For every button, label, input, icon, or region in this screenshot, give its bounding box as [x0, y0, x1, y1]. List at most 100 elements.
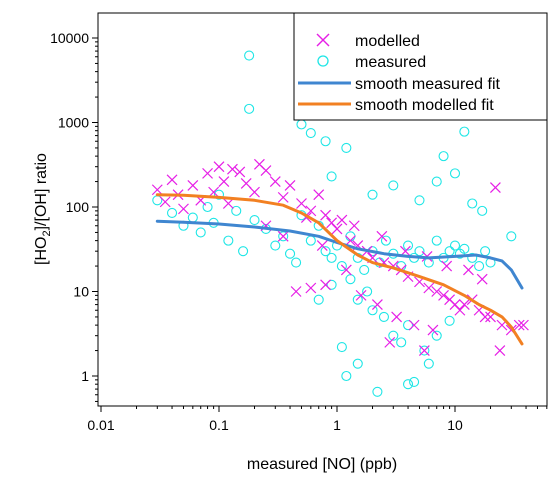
modelled-point — [269, 176, 281, 187]
modelled-point — [240, 178, 252, 189]
measured-point — [506, 231, 517, 242]
measured-point — [284, 248, 296, 259]
legend-marker-measured — [317, 55, 329, 67]
legend-label-modelled-fit: smooth modelled fit — [355, 97, 494, 114]
legend-label-measured-fit: smooth measured fit — [355, 76, 501, 93]
measured-point — [195, 227, 206, 238]
measured-point — [249, 215, 260, 226]
modelled-point — [494, 345, 506, 356]
modelled-point — [408, 319, 420, 331]
measured-point — [378, 311, 390, 322]
measured-point — [326, 279, 337, 290]
y-axis-title-prefix: [HO — [33, 237, 50, 265]
measured-point — [419, 345, 430, 356]
measured-point — [345, 231, 356, 242]
measured-point — [474, 261, 485, 272]
measured-point — [414, 246, 425, 257]
measured-point — [166, 207, 178, 219]
measured-point — [352, 358, 363, 369]
modelled-point — [277, 191, 289, 203]
measured-point — [326, 252, 337, 263]
modelled-point — [431, 286, 443, 297]
x-tick-label: 1 — [333, 417, 341, 433]
measured-point — [367, 305, 378, 316]
modelled-point — [222, 198, 234, 209]
modelled-point — [336, 214, 348, 226]
modelled-point — [355, 289, 367, 301]
modelled-point — [227, 163, 238, 175]
modelled-point — [438, 289, 449, 301]
measured-point — [238, 246, 249, 257]
modelled-point — [340, 264, 352, 276]
legend-box — [293, 12, 548, 121]
modelled-point — [305, 205, 317, 217]
y-tick-label: 1 — [81, 368, 89, 384]
measured-point — [213, 189, 225, 200]
measured-point — [477, 205, 488, 216]
y-tick-label: 1000 — [58, 115, 89, 131]
measured-point — [341, 142, 352, 153]
measured-point — [431, 235, 442, 246]
measured-point — [326, 171, 337, 182]
modelled-point — [218, 176, 230, 187]
measured-point — [223, 235, 234, 246]
modelled-point — [313, 189, 325, 201]
measured-point — [231, 205, 242, 216]
measured-point — [402, 240, 414, 251]
modelled-point — [384, 336, 396, 348]
modelled-point — [458, 299, 470, 311]
measured-point — [444, 315, 455, 326]
modelled-point — [376, 230, 388, 242]
y-tick-label: 100 — [66, 199, 90, 215]
measured-point — [336, 261, 347, 272]
x-tick-label: 10 — [447, 417, 463, 433]
modelled-point — [316, 240, 328, 251]
measured-point — [187, 212, 198, 223]
measured-point — [438, 151, 449, 162]
y-axis-title-suffix: ]/[OH] ratio — [33, 153, 50, 230]
modelled-point — [331, 223, 343, 235]
measured-point — [278, 231, 289, 242]
measured-point — [388, 180, 399, 191]
x-tick-label: 0.01 — [87, 417, 114, 433]
modelled-point — [260, 165, 272, 176]
measured-point — [359, 264, 370, 275]
measured-point — [372, 386, 383, 397]
measured-point — [459, 243, 470, 254]
axis-ticks — [92, 37, 548, 412]
measured-point — [409, 376, 420, 388]
plot-area — [151, 50, 529, 397]
y-tick-label: 10000 — [50, 30, 89, 46]
x-tick-label: 0.1 — [209, 417, 229, 433]
measured-point — [341, 370, 352, 382]
x-axis-title: measured [NO] (ppb) — [247, 456, 397, 473]
measured-point — [444, 246, 455, 257]
modelled-point — [479, 311, 491, 323]
measured-point — [388, 330, 399, 341]
smooth-modelled-fit-line — [155, 193, 524, 346]
measured-point — [320, 246, 331, 257]
modelled-point — [513, 319, 525, 331]
measured-point — [459, 126, 470, 137]
modelled-point — [418, 345, 430, 356]
modelled-point — [178, 203, 189, 215]
modelled-point — [277, 230, 289, 242]
measured-point — [345, 274, 356, 285]
measured-point — [423, 358, 434, 369]
measured-point — [305, 235, 316, 246]
measured-point — [367, 189, 378, 200]
legend-label-modelled: modelled — [355, 33, 420, 50]
measured-point — [380, 235, 392, 246]
modelled-point — [305, 282, 317, 294]
measured-point — [336, 342, 347, 353]
y-axis-title-subscript: 2 — [41, 230, 53, 236]
measured-point — [480, 246, 491, 257]
series-modelled — [151, 158, 529, 356]
modelled-point — [320, 279, 331, 291]
modelled-point — [296, 198, 307, 209]
measured-point — [423, 257, 434, 268]
modelled-point — [454, 304, 466, 316]
modelled-point — [249, 186, 260, 198]
measured-point — [467, 252, 478, 263]
legend-marker-modelled — [316, 33, 330, 47]
